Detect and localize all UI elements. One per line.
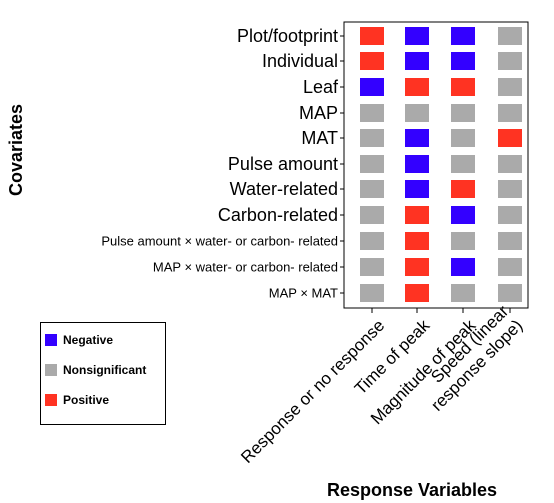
heatmap-cell-pulse-amount-response-or-no-response	[360, 155, 384, 173]
row-label-pulse-amount-water-or-carbon-related: Pulse amount × water- or carbon- related	[101, 234, 338, 249]
heatmap-cell-leaf-magnitude-of-peak	[451, 78, 475, 96]
legend: Negative Nonsignificant Positive	[40, 322, 166, 425]
legend-item-positive: Positive	[45, 393, 109, 407]
heatmap-cell-plot-footprint-response-or-no-response	[360, 27, 384, 45]
heatmap-cell-map-magnitude-of-peak	[451, 104, 475, 122]
heatmap-cell-carbon-related-speed-linear-response-slope	[498, 206, 522, 224]
row-label-plot-footprint: Plot/footprint	[237, 26, 338, 46]
legend-swatch-nonsignificant	[45, 364, 57, 376]
heatmap-cell-map-response-or-no-response	[360, 104, 384, 122]
heatmap-cell-mat-magnitude-of-peak	[451, 129, 475, 147]
row-label-individual: Individual	[262, 51, 338, 71]
heatmap-cell-plot-footprint-speed-linear-response-slope	[498, 27, 522, 45]
heatmap-cell-mat-time-of-peak	[405, 129, 429, 147]
heatmap-cell-leaf-response-or-no-response	[360, 78, 384, 96]
row-label-carbon-related: Carbon-related	[218, 205, 338, 225]
heatmap-cell-map-water-or-carbon-related-magnitude-of-peak	[451, 258, 475, 276]
x-axis-title: Response Variables	[327, 480, 497, 500]
heatmap-cell-leaf-speed-linear-response-slope	[498, 78, 522, 96]
heatmap-cell-pulse-amount-water-or-carbon-related-magnitude-of-peak	[451, 232, 475, 250]
heatmap-cell-individual-time-of-peak	[405, 52, 429, 70]
legend-swatch-negative	[45, 334, 57, 346]
heatmap-cell-carbon-related-time-of-peak	[405, 206, 429, 224]
heatmap-cell-carbon-related-magnitude-of-peak	[451, 206, 475, 224]
legend-label-negative: Negative	[63, 333, 113, 347]
row-label-mat: MAT	[301, 128, 338, 148]
heatmap-cell-carbon-related-response-or-no-response	[360, 206, 384, 224]
row-label-map-mat: MAP × MAT	[269, 286, 338, 301]
legend-item-nonsignificant: Nonsignificant	[45, 363, 146, 377]
row-label-water-related: Water-related	[230, 179, 338, 199]
heatmap-cell-map-water-or-carbon-related-speed-linear-response-slope	[498, 258, 522, 276]
heatmap-cell-mat-response-or-no-response	[360, 129, 384, 147]
heatmap-cell-map-speed-linear-response-slope	[498, 104, 522, 122]
heatmap-cell-map-mat-response-or-no-response	[360, 284, 384, 302]
heatmap-cell-pulse-amount-time-of-peak	[405, 155, 429, 173]
legend-label-nonsignificant: Nonsignificant	[63, 363, 146, 377]
heatmap-cell-plot-footprint-magnitude-of-peak	[451, 27, 475, 45]
row-label-leaf: Leaf	[303, 77, 339, 97]
legend-label-positive: Positive	[63, 393, 109, 407]
heatmap-cell-map-mat-time-of-peak	[405, 284, 429, 302]
heatmap-cell-pulse-amount-water-or-carbon-related-time-of-peak	[405, 232, 429, 250]
heatmap-cell-individual-magnitude-of-peak	[451, 52, 475, 70]
heatmap-cell-pulse-amount-magnitude-of-peak	[451, 155, 475, 173]
heatmap-cell-water-related-response-or-no-response	[360, 180, 384, 198]
heatmap-cell-map-water-or-carbon-related-time-of-peak	[405, 258, 429, 276]
legend-swatch-positive	[45, 394, 57, 406]
heatmap-cell-mat-speed-linear-response-slope	[498, 129, 522, 147]
legend-item-negative: Negative	[45, 333, 113, 347]
y-axis-title: Covariates	[6, 104, 26, 196]
heatmap-cell-map-mat-speed-linear-response-slope	[498, 284, 522, 302]
heatmap-cell-individual-response-or-no-response	[360, 52, 384, 70]
row-label-map: MAP	[299, 103, 338, 123]
heatmap-cell-water-related-speed-linear-response-slope	[498, 180, 522, 198]
heatmap-cell-pulse-amount-water-or-carbon-related-speed-linear-response-slope	[498, 232, 522, 250]
row-label-pulse-amount: Pulse amount	[228, 154, 338, 174]
heatmap-cell-map-water-or-carbon-related-response-or-no-response	[360, 258, 384, 276]
heatmap-cell-pulse-amount-water-or-carbon-related-response-or-no-response	[360, 232, 384, 250]
heatmap-cell-pulse-amount-speed-linear-response-slope	[498, 155, 522, 173]
heatmap-cell-plot-footprint-time-of-peak	[405, 27, 429, 45]
heatmap-cell-individual-speed-linear-response-slope	[498, 52, 522, 70]
heatmap-cell-leaf-time-of-peak	[405, 78, 429, 96]
heatmap-cell-water-related-magnitude-of-peak	[451, 180, 475, 198]
heatmap-cell-water-related-time-of-peak	[405, 180, 429, 198]
heatmap-cell-map-mat-magnitude-of-peak	[451, 284, 475, 302]
row-label-map-water-or-carbon-related: MAP × water- or carbon- related	[153, 260, 338, 275]
heatmap-cell-map-time-of-peak	[405, 104, 429, 122]
